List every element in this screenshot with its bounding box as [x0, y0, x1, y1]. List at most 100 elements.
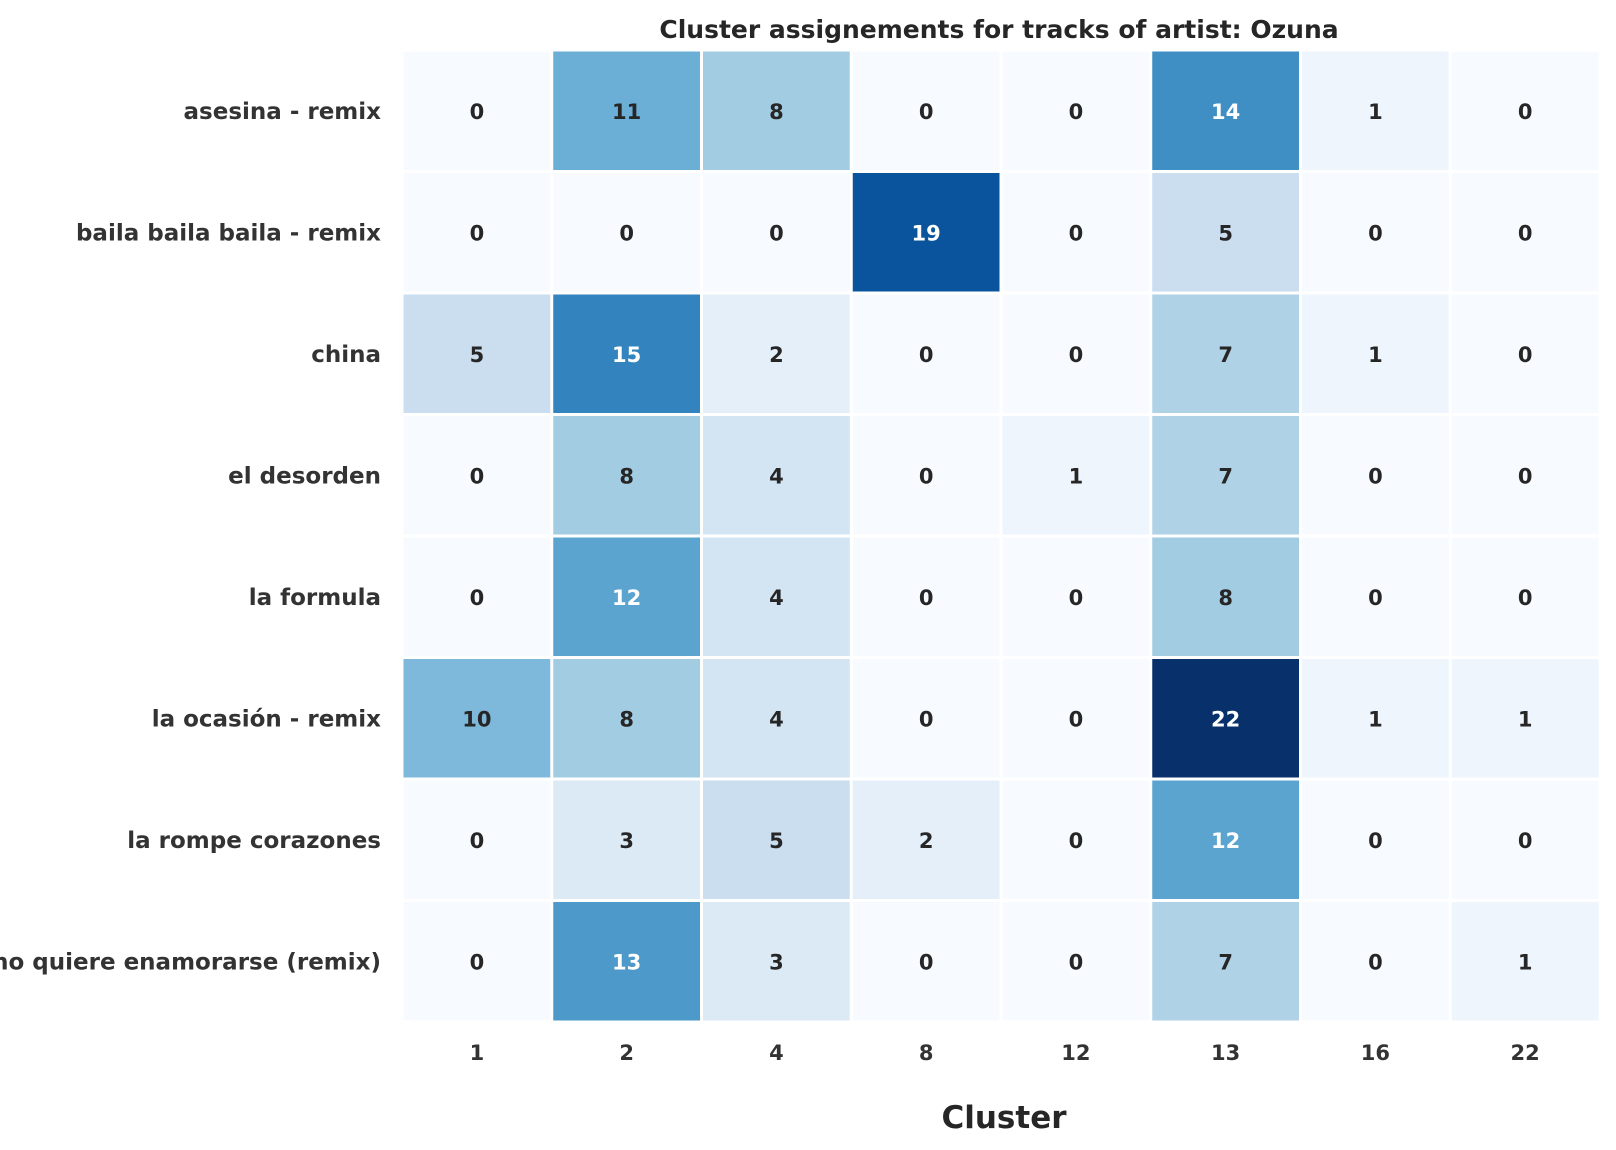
heatmap-cell — [553, 780, 700, 899]
heatmap-cell — [1002, 294, 1150, 413]
cell-value-label: 8 — [1218, 586, 1233, 610]
cell-value-label: 3 — [619, 829, 634, 853]
cell-value-label: 3 — [769, 950, 784, 974]
cell-value-label: 15 — [612, 343, 641, 367]
cell-value-label: 8 — [619, 707, 634, 731]
heatmap-cell — [1451, 902, 1599, 1021]
heatmap-cell — [1302, 659, 1449, 778]
x-tick-label: 22 — [1511, 1041, 1540, 1065]
cell-value-label: 8 — [619, 464, 634, 488]
heatmap-cell — [852, 780, 1000, 899]
x-tick-label: 16 — [1361, 1041, 1390, 1065]
cell-value-label: 0 — [1368, 950, 1383, 974]
y-tick-label: el desorden — [228, 463, 381, 489]
cell-value-label: 1 — [1518, 950, 1533, 974]
cell-value-label: 4 — [769, 707, 784, 731]
heatmap-cell — [1152, 51, 1299, 170]
heatmap-cell — [1451, 780, 1599, 899]
y-axis-tick-labels: asesina - remix baila baila baila - remix… — [0, 99, 381, 976]
heatmap-cell — [1451, 294, 1599, 413]
heatmap-cell — [852, 659, 1000, 778]
cell-value-label: 0 — [470, 950, 485, 974]
cell-value-label: 1 — [1368, 100, 1383, 124]
cell-value-label: 0 — [1518, 343, 1533, 367]
heatmap-cell — [1451, 51, 1599, 170]
cell-value-label: 0 — [1069, 586, 1084, 610]
heatmap-cell — [1302, 537, 1449, 656]
heatmap-cell — [703, 294, 850, 413]
heatmap-cell — [1302, 416, 1449, 535]
heatmap-cell — [403, 173, 551, 292]
cell-value-label: 0 — [919, 464, 934, 488]
heatmap-cell — [1002, 780, 1150, 899]
chart-title: Cluster assignements for tracks of artis… — [659, 15, 1338, 44]
heatmap-cell — [1002, 537, 1150, 656]
cell-value-label: 0 — [470, 100, 485, 124]
heatmap-cell — [1302, 902, 1449, 1021]
heatmap-cell — [553, 659, 700, 778]
cell-value-label: 0 — [470, 829, 485, 853]
heatmap-cell — [1002, 416, 1150, 535]
cell-value-label: 0 — [1069, 829, 1084, 853]
cell-value-label: 0 — [1518, 100, 1533, 124]
cell-value-label: 19 — [912, 221, 941, 245]
heatmap-cell — [852, 173, 1000, 292]
cell-value-label: 1 — [1368, 707, 1383, 731]
heatmap-cell — [852, 294, 1000, 413]
heatmap-cell — [852, 416, 1000, 535]
heatmap-cell — [1152, 537, 1299, 656]
heatmap-cell — [553, 294, 700, 413]
heatmap-cell — [1002, 173, 1150, 292]
cell-value-label: 0 — [919, 950, 934, 974]
y-tick-label: no quiere enamorarse (remix) — [0, 949, 381, 975]
cell-value-label: 5 — [470, 343, 485, 367]
y-tick-label: la formula — [249, 585, 381, 611]
heatmap-cell — [1302, 294, 1449, 413]
cell-value-label: 7 — [1218, 950, 1233, 974]
heatmap-cell — [553, 902, 700, 1021]
x-tick-label: 13 — [1211, 1041, 1240, 1065]
cell-value-label: 0 — [919, 343, 934, 367]
cell-value-label: 0 — [1518, 221, 1533, 245]
cell-value-label: 5 — [769, 829, 784, 853]
cell-value-label: 13 — [612, 950, 641, 974]
heatmap-cell — [1302, 51, 1449, 170]
cell-value-label: 12 — [1211, 829, 1240, 853]
heatmap-cell — [703, 902, 850, 1021]
cell-value-label: 0 — [1069, 707, 1084, 731]
heatmap-cell — [703, 780, 850, 899]
heatmap-cell — [403, 902, 551, 1021]
cell-value-label: 2 — [919, 829, 934, 853]
cell-value-label: 11 — [612, 100, 641, 124]
cell-value-label: 0 — [1518, 464, 1533, 488]
heatmap-cell — [852, 902, 1000, 1021]
cell-value-label: 0 — [1069, 343, 1084, 367]
heatmap-cell — [703, 173, 850, 292]
heatmap-cell — [403, 659, 551, 778]
heatmap-cell — [703, 659, 850, 778]
heatmap-cell — [403, 294, 551, 413]
cell-value-label: 0 — [1368, 829, 1383, 853]
x-tick-label: 12 — [1061, 1041, 1090, 1065]
heatmap-cell — [1152, 173, 1299, 292]
cell-value-label: 0 — [470, 221, 485, 245]
cell-value-label: 14 — [1211, 100, 1240, 124]
heatmap-cell — [403, 416, 551, 535]
y-tick-label: china — [311, 342, 381, 368]
heatmap-cell — [1002, 51, 1150, 170]
heatmap-cell — [1152, 294, 1299, 413]
heatmap-cell — [1152, 902, 1299, 1021]
cell-value-label: 0 — [1069, 950, 1084, 974]
heatmap-cell — [1451, 537, 1599, 656]
cell-value-label: 1 — [1368, 343, 1383, 367]
heatmap-cell — [1302, 780, 1449, 899]
cell-value-label: 0 — [1518, 829, 1533, 853]
heatmap-cell — [553, 173, 700, 292]
heatmap-cell — [403, 537, 551, 656]
heatmap-cell — [1302, 173, 1449, 292]
heatmap-cell — [553, 51, 700, 170]
heatmap-cell — [1002, 659, 1150, 778]
heatmap-cell — [1451, 173, 1599, 292]
